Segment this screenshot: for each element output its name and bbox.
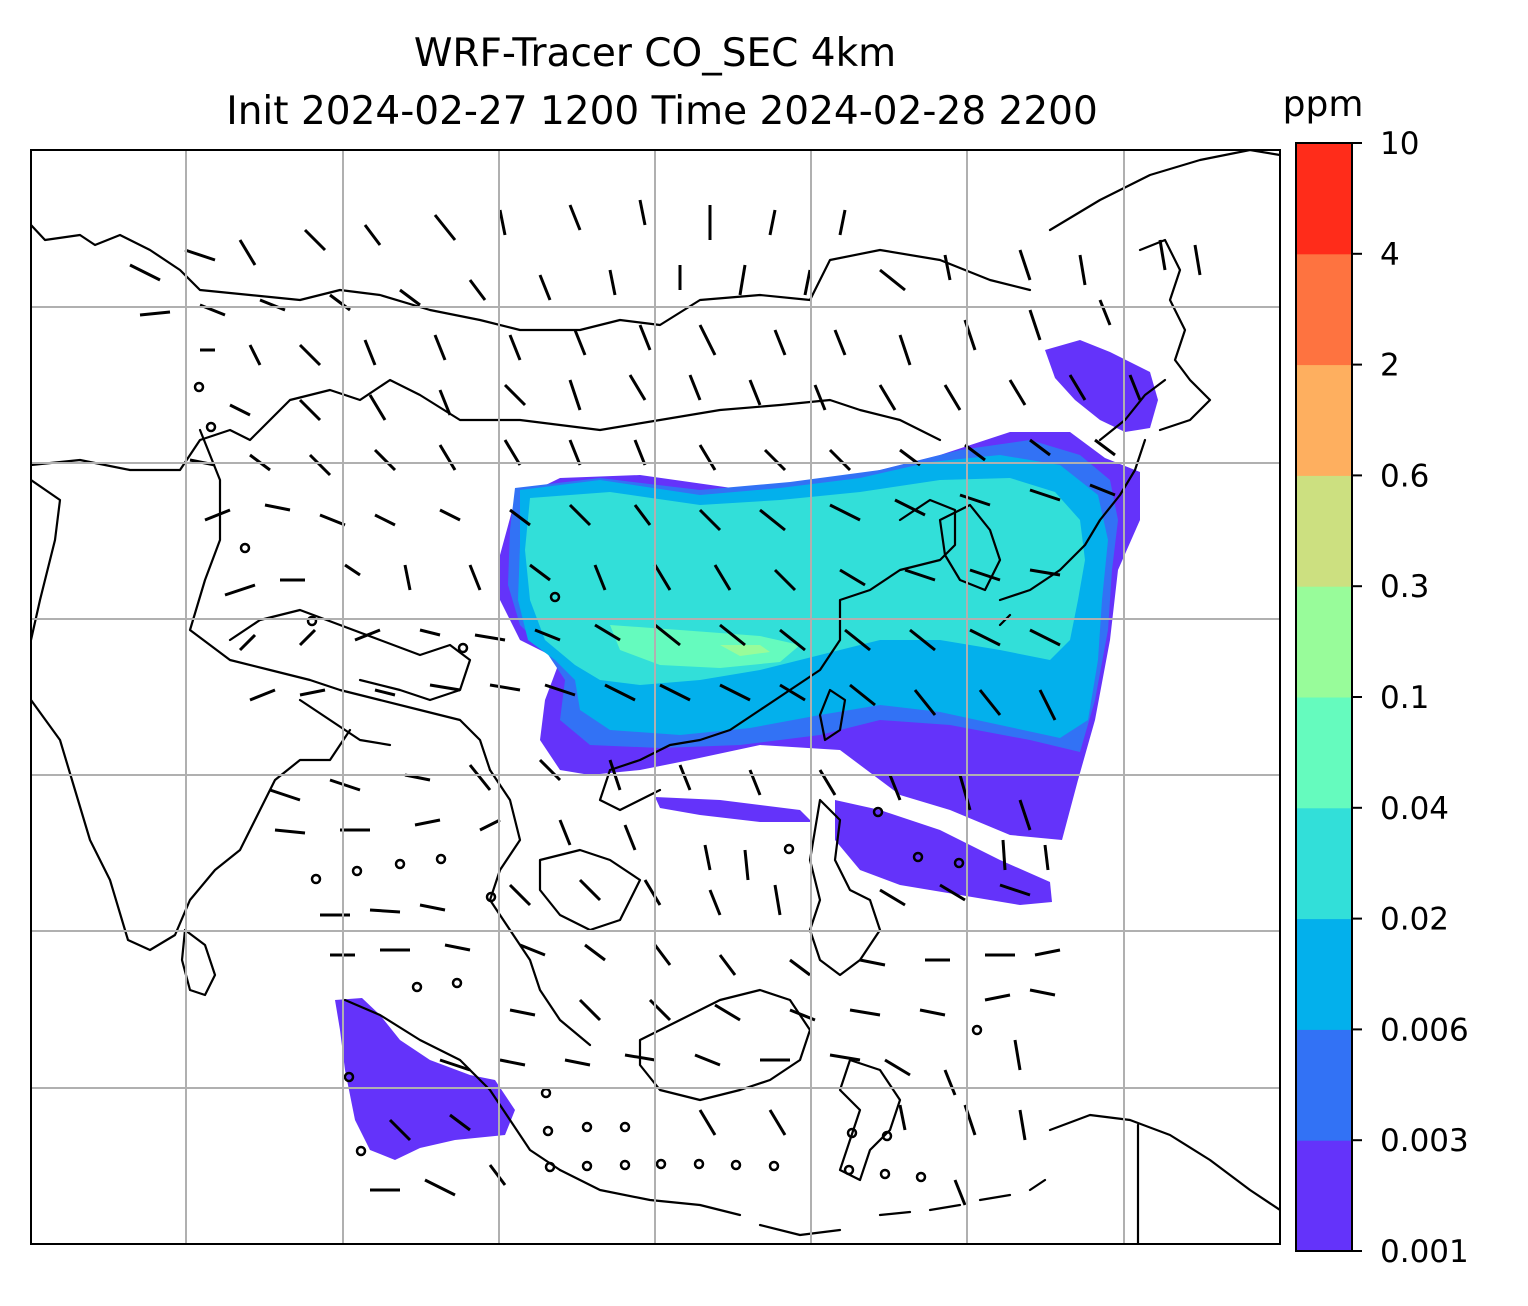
plume-north-lobe	[1045, 340, 1158, 432]
colorbar-segment-1	[1296, 1029, 1352, 1141]
colorbar-tick-label: 0.006	[1380, 1012, 1469, 1048]
wind-barb-field-north	[129, 199, 1202, 422]
coast-sulawesi	[838, 1058, 902, 1182]
coast-korea	[938, 503, 1002, 592]
colorbar-segment-8	[1296, 253, 1352, 366]
wind-barbs	[129, 199, 1202, 1206]
map-panel	[30, 149, 1281, 1245]
colorbar-segment-2	[1296, 918, 1352, 1030]
colorbar-tick-label: 0.001	[1380, 1234, 1469, 1270]
colorbar-unit-label: ppm	[1283, 84, 1364, 125]
map-gridlines	[31, 150, 1280, 1244]
coast-sri-lanka	[180, 928, 217, 997]
plume-level-0.1	[720, 645, 770, 656]
wind-barb-field-middle	[189, 438, 1116, 721]
colorbar-tick-label: 2	[1380, 348, 1400, 384]
coast-java	[558, 1168, 842, 1237]
colorbar-tick-label: 0.3	[1380, 569, 1429, 605]
coast-borneo	[638, 988, 812, 1102]
colorbar-segment-7	[1296, 364, 1352, 476]
colorbar-segment-6	[1296, 475, 1352, 587]
plume-south-patch	[335, 998, 515, 1160]
calm-wind-markers	[193, 381, 983, 1183]
map-frame	[30, 149, 1281, 1245]
plume-southeast-band	[835, 800, 1052, 905]
coast-himalaya-border	[228, 608, 472, 747]
tracer-field	[335, 340, 1158, 1160]
title-line-2: Init 2024-02-27 1200 Time 2024-02-28 220…	[226, 89, 1098, 134]
colorbar-segment-9	[1296, 143, 1352, 255]
colorbar-frame	[1295, 142, 1353, 1252]
colorbar-segments	[1296, 143, 1352, 1252]
plume-sea-streak	[655, 797, 812, 822]
colorbar-tick-label: 10	[1380, 126, 1419, 162]
colorbar-tick-label: 0.02	[1380, 902, 1449, 938]
title-line-1: WRF-Tracer CO_SEC 4km	[414, 31, 896, 76]
colorbar: ppm 0.001 0.003 0.006 0.02 0.04 0.1 0.3 0.6 2 4 10	[1283, 84, 1469, 1270]
coast-taiwan	[818, 688, 847, 742]
coast-sumatra	[343, 998, 562, 1172]
colorbar-tick-label: 0.003	[1380, 1123, 1469, 1159]
colorbar-segment-0	[1296, 1140, 1352, 1252]
colorbar-segment-5	[1296, 586, 1352, 698]
plume-level-0.04	[610, 625, 800, 668]
colorbar-tick-label: 0.6	[1380, 458, 1429, 494]
colorbar-segment-3	[1296, 807, 1352, 920]
coast-new-guinea	[1048, 1113, 1280, 1244]
colorbar-tick-label: 0.1	[1380, 680, 1429, 716]
colorbar-tick-label: 4	[1380, 237, 1400, 273]
coast-india	[31, 478, 352, 952]
colorbar-ticks: 0.001 0.003 0.006 0.02 0.04 0.1 0.3 0.6 2 4 10	[1352, 126, 1469, 1270]
colorbar-tick-label: 0.04	[1380, 791, 1449, 827]
coast-interior-borders	[31, 378, 942, 772]
coast-northwest-asia	[31, 223, 1032, 332]
colorbar-segment-4	[1296, 697, 1352, 809]
coast-lesser-sunda	[878, 1178, 1047, 1217]
wind-barb-field-south	[269, 758, 1061, 1206]
